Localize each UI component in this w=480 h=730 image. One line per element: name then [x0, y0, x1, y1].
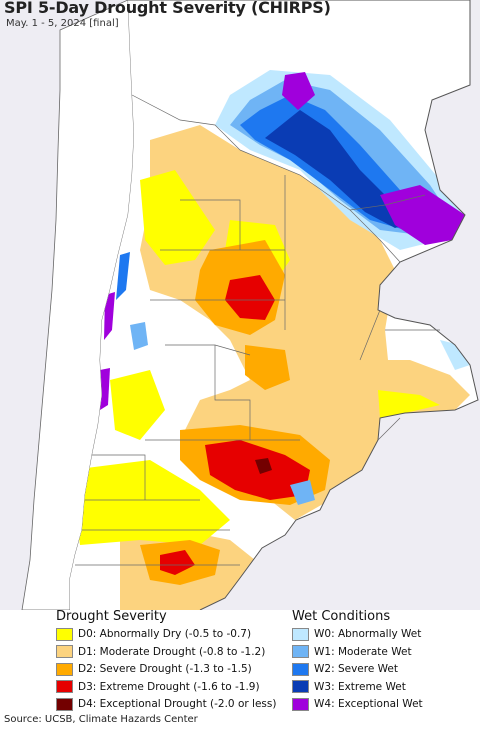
region-w4-north [282, 72, 315, 110]
wet-legend-item: W1: Moderate Wet [292, 644, 412, 660]
region-d0-northwest [140, 170, 215, 265]
region-d3-patagonia [160, 550, 195, 575]
region-w3-band [265, 110, 420, 228]
wet-legend-swatch [292, 697, 309, 711]
region-w4-andes-south [100, 368, 110, 410]
map-title: SPI 5-Day Drought Severity (CHIRPS) [4, 0, 331, 17]
wet-legend-swatch [292, 662, 309, 676]
region-w1-southeast [290, 480, 315, 505]
region-d3-central [225, 275, 275, 320]
land-outline [128, 0, 479, 610]
drought-legend-item: D4: Exceptional Drought (-2.0 or less) [56, 696, 276, 712]
borders [75, 94, 440, 566]
wet-legend-label: W2: Severe Wet [314, 663, 398, 675]
region-d0-southwest [70, 460, 230, 545]
region-w4-east [380, 185, 465, 245]
drought-legend-heading: Drought Severity [56, 609, 167, 624]
wet-legend-label: W0: Abnormally Wet [314, 628, 422, 640]
region-d3-south [205, 440, 310, 500]
wet-legend-item: W3: Extreme Wet [292, 679, 406, 695]
wet-legend-swatch [292, 627, 309, 641]
wet-legend-label: W1: Moderate Wet [314, 645, 412, 658]
drought-legend-item: D3: Extreme Drought (-1.6 to -1.9) [56, 679, 260, 695]
drought-legend-label: D2: Severe Drought (-1.3 to -1.5) [78, 663, 252, 675]
drought-legend-swatch [56, 645, 73, 658]
region-w0-east [440, 340, 470, 370]
region-w2-andes [116, 252, 130, 300]
region-d4-spot [255, 458, 272, 474]
region-d2-mid [245, 345, 290, 390]
wet-legend-label: W4: Exceptional Wet [314, 698, 423, 710]
drought-legend-item: D0: Abnormally Dry (-0.5 to -0.7) [56, 626, 251, 642]
drought-legend-item: D2: Severe Drought (-1.3 to -1.5) [56, 661, 252, 677]
wet-legend-swatch [292, 645, 309, 658]
wet-legend-swatch [292, 680, 309, 693]
map-subtitle: May. 1 - 5, 2024 [final] [6, 18, 119, 29]
wet-legend-heading: Wet Conditions [292, 609, 391, 624]
drought-legend-swatch [56, 662, 73, 676]
region-w4-andes [104, 292, 115, 340]
drought-legend-label: D4: Exceptional Drought (-2.0 or less) [78, 698, 277, 710]
drought-legend-label: D0: Abnormally Dry (-0.5 to -0.7) [78, 628, 252, 640]
wet-legend-item: W4: Exceptional Wet [292, 696, 423, 712]
drought-map [0, 0, 480, 610]
source-note: Source: UCSB, Climate Hazards Center [4, 714, 198, 725]
drought-legend-swatch [56, 627, 73, 641]
wet-legend-item: W2: Severe Wet [292, 661, 398, 677]
drought-legend-item: D1: Moderate Drought (-0.8 to -1.2) [56, 644, 265, 660]
drought-legend-swatch [56, 680, 73, 693]
region-w1-west [130, 322, 148, 350]
region-d0-west [110, 370, 165, 440]
wet-legend-label: W3: Extreme Wet [314, 680, 406, 693]
wet-legend-item: W0: Abnormally Wet [292, 626, 421, 642]
drought-legend-swatch [56, 697, 73, 711]
drought-legend-label: D1: Moderate Drought (-0.8 to -1.2) [78, 645, 266, 658]
drought-legend-label: D3: Extreme Drought (-1.6 to -1.9) [78, 680, 260, 693]
region-d0-east [378, 390, 440, 418]
